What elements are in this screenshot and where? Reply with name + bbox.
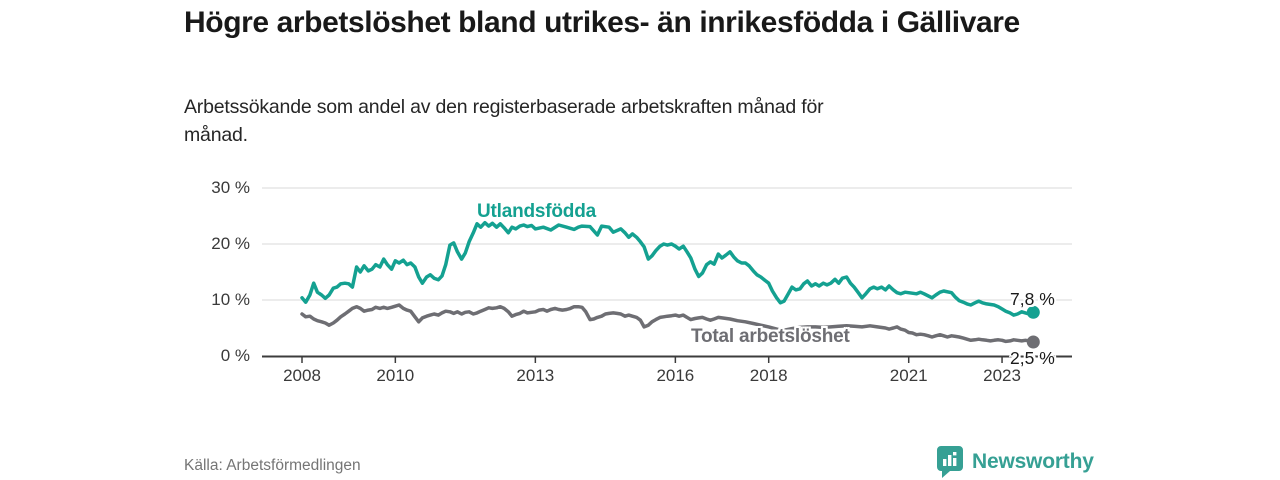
end-dot-utlandsfodda	[1026, 305, 1040, 319]
x-axis-tick-label: 2018	[749, 366, 788, 385]
x-axis-tick-label: 2013	[516, 366, 555, 385]
brand-name: Newsworthy	[972, 450, 1094, 473]
end-value-label-total: 2,5 %	[1010, 348, 1055, 368]
newsworthy-logo[interactable]: Newsworthy	[936, 445, 1094, 479]
source-caption: Källa: Arbetsförmedlingen	[184, 457, 361, 474]
y-axis-tick-label: 30 %	[211, 178, 250, 197]
x-axis-tick-label: 2010	[376, 366, 415, 385]
end-value-label-utlandsfodda: 7,8 %	[1010, 289, 1055, 309]
y-axis-tick-label: 10 %	[211, 290, 250, 309]
series-label-total-arbetsloshet: Total arbetslöshet	[691, 326, 850, 347]
x-axis-tick-label: 2021	[889, 366, 928, 385]
y-axis-tick-label: 0 %	[220, 346, 250, 365]
x-axis-tick-label: 2016	[656, 366, 695, 385]
x-axis-tick-label: 2008	[283, 366, 321, 385]
newsworthy-bar-chart-bubble-icon	[937, 446, 963, 478]
line-utlandsfodda	[300, 220, 1036, 317]
chart-subtitle: Arbetssökande som andel av den registerb…	[184, 96, 824, 146]
end-dot-total	[1026, 335, 1040, 349]
page-title: Högre arbetslöshet bland utrikes- än inr…	[184, 6, 1020, 39]
line-total-arbetsloshet	[300, 303, 1036, 344]
series-label-utlandsfodda: Utlandsfödda	[477, 201, 596, 222]
y-axis-tick-label: 20 %	[211, 234, 250, 253]
x-axis-tick-label: 2023	[983, 366, 1021, 385]
